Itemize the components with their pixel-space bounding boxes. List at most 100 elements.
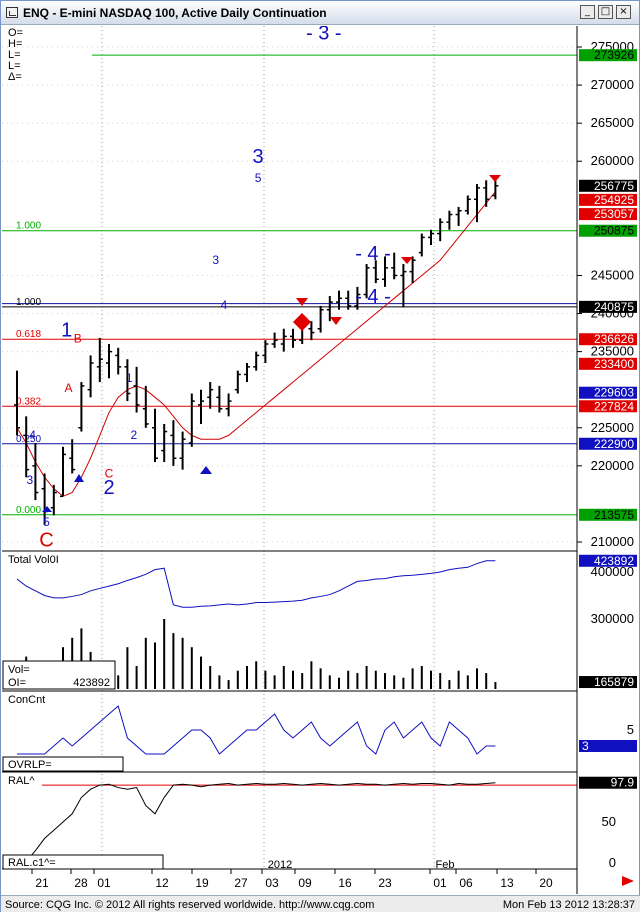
date-axis-label: 13	[500, 876, 514, 890]
price-axis-box-label: 250875	[594, 224, 634, 238]
wave-label: 3	[212, 253, 219, 267]
price-axis-box	[579, 179, 637, 192]
date-axis-label: 20	[539, 876, 553, 890]
app-chart-icon	[6, 7, 18, 18]
title-bar[interactable]: ENQ - E-mini NASDAQ 100, Active Daily Co…	[1, 1, 639, 25]
minimize-button[interactable]: _	[580, 5, 595, 19]
wave-label: C	[39, 530, 53, 552]
volume-panel[interactable]: 400000 300000 423892 165879	[16, 554, 637, 689]
wave-label: 3	[252, 146, 263, 168]
sell-signal-triangle	[489, 175, 501, 182]
open-interest-line	[16, 560, 496, 608]
level-label: 0.250	[16, 434, 41, 445]
date-axis-label: 09	[298, 876, 312, 890]
price-axis-box-label: 254925	[594, 193, 634, 207]
wave-label: B	[74, 331, 82, 345]
concnt-panel[interactable]: 53	[17, 705, 637, 755]
volume-axis-box	[579, 554, 637, 567]
wave-label: 1	[126, 371, 133, 385]
year-label: 2012	[268, 859, 292, 871]
price-axis-box-label: 229603	[594, 386, 634, 400]
date-axis: 21 28 01 12 19 27 03 09 16 23 01 06 13 20	[31, 869, 553, 890]
date-axis-label: 28	[74, 876, 88, 890]
close-button[interactable]: ×	[616, 5, 631, 19]
concnt-panel-title: ConCnt	[8, 694, 45, 706]
price-axis-box	[579, 508, 637, 521]
price-axis-box-label: 213575	[594, 508, 634, 522]
ral-axis-label: 50	[602, 814, 616, 829]
price-axis-label: 245000	[591, 267, 634, 282]
ohlc-open-label: O=	[8, 27, 23, 39]
price-axis-label: 220000	[591, 458, 634, 473]
ral-line	[17, 782, 496, 862]
price-axis-label: 270000	[591, 77, 634, 92]
overlap-readout-box	[2, 756, 124, 772]
price-axis-box	[579, 357, 637, 370]
date-axis-label: 21	[35, 876, 49, 890]
ral-panel[interactable]: 50 0 97.9	[17, 776, 637, 870]
concnt-line	[17, 705, 496, 755]
price-axis-box-label: 253057	[594, 207, 634, 221]
ohlc-last-label: L=	[8, 60, 21, 72]
wave-label: 2	[103, 477, 114, 499]
price-axis-box	[579, 224, 637, 237]
sell-signal-triangle	[401, 257, 413, 264]
price-chart[interactable]: 1.000 1.000 0.618 0.382 0.250 0.000 - 3 - 3 5 - …	[2, 26, 639, 894]
price-axis-box-label: 236626	[594, 332, 634, 346]
wave-label: 4	[29, 428, 36, 442]
open-interest-value: 423892	[73, 677, 110, 689]
concnt-axis-label: 5	[627, 722, 634, 737]
date-axis-label: 16	[338, 876, 352, 890]
level-label: 0.000	[16, 505, 41, 516]
date-axis-label: 06	[459, 876, 473, 890]
date-axis-label: 01	[433, 876, 447, 890]
volume-axis-box-label: 165879	[594, 675, 634, 689]
price-axis-box	[579, 193, 637, 206]
concnt-axis-box	[579, 740, 637, 752]
price-axis-box	[579, 333, 637, 346]
level-label: 1.000	[16, 221, 41, 232]
ral-axis-box	[579, 776, 637, 789]
timestamp: Mon Feb 13 2012 13:28:37	[502, 899, 635, 911]
volume-readout-label: Vol=	[8, 664, 30, 676]
ohlc-change-label: Δ=	[8, 71, 22, 83]
date-axis-label: 23	[378, 876, 392, 890]
volume-axis-box-label: 423892	[594, 554, 634, 568]
price-axis-box-label: 273926	[594, 48, 634, 62]
scroll-right-arrow-icon[interactable]	[622, 876, 634, 886]
price-axis-label: 265000	[591, 115, 634, 130]
price-axis-box	[579, 49, 637, 62]
date-axis-label: 19	[195, 876, 209, 890]
concnt-axis-box-label: 3	[582, 739, 589, 753]
wave-label: - 4 -	[355, 286, 391, 308]
volume-panel-title: Total Vol0I	[8, 554, 59, 566]
wave-label: 5	[43, 515, 50, 529]
price-axis: 2750002700002650002600002450002400002350…	[577, 39, 634, 549]
wave-label: C	[105, 466, 114, 480]
ohlc-readout: O= H= L= L= Δ=	[8, 27, 23, 83]
signal-markers	[42, 175, 501, 512]
moving-average-line	[16, 191, 496, 497]
volume-axis-label: 400000	[591, 564, 634, 579]
buy-signal-triangle	[42, 506, 52, 512]
price-axis-box-label: 222900	[594, 437, 634, 451]
ohlc-low-label: L=	[8, 49, 21, 61]
wave-label: - 4 -	[355, 243, 391, 265]
buy-signal-triangle	[74, 474, 84, 482]
sell-signal-triangle	[296, 298, 308, 306]
sell-signal-triangle	[330, 317, 342, 325]
price-axis-box	[579, 386, 637, 399]
volume-axis-box	[579, 676, 637, 689]
price-axis-box-label: 233400	[594, 357, 634, 371]
price-axis-label: 225000	[591, 420, 634, 435]
date-axis-label: 27	[234, 876, 248, 890]
window-title: ENQ - E-mini NASDAQ 100, Active Daily Co…	[23, 6, 327, 20]
ral-panel-title: RAL^	[8, 775, 35, 787]
maximize-button[interactable]: □	[598, 5, 613, 19]
price-axis-label: 210000	[591, 534, 634, 549]
price-axis-box	[579, 300, 637, 313]
price-axis-box	[579, 400, 637, 413]
wave-label: - 3 -	[306, 26, 342, 44]
